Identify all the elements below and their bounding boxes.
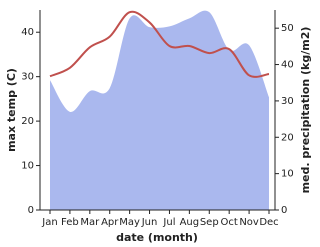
y2-tick-label: 30 [281, 96, 294, 107]
y2-tick-label: 40 [281, 60, 294, 71]
y-axis-label: max temp (C) [5, 68, 18, 152]
y2-tick-label: 10 [281, 169, 294, 180]
x-tick-label: Jun [141, 217, 158, 228]
y-tick-label: 20 [21, 116, 34, 127]
y-tick-label: 0 [28, 205, 34, 216]
x-tick-label: Aug [180, 217, 200, 228]
y-tick-label: 30 [21, 72, 34, 83]
precipitation-area [50, 10, 269, 210]
x-tick-label: Sep [200, 217, 219, 228]
x-tick-label: Jan [41, 217, 57, 228]
y2-tick-label: 0 [281, 205, 287, 216]
y2-axis-label: med. precipitation (kg/m2) [299, 27, 312, 194]
x-tick-label: Dec [259, 217, 278, 228]
x-tick-label: Feb [61, 217, 79, 228]
x-tick-label: Jul [162, 217, 175, 228]
x-tick-label: Mar [80, 217, 100, 228]
x-tick-label: Oct [221, 217, 238, 228]
y2-tick-label: 20 [281, 132, 294, 143]
x-tick-label: Apr [101, 217, 119, 228]
x-tick-label: Nov [239, 217, 259, 228]
x-tick-label: May [119, 217, 140, 228]
x-axis-label: date (month) [116, 231, 198, 244]
y-tick-label: 40 [21, 27, 34, 38]
y2-tick-label: 50 [281, 23, 294, 34]
y-tick-label: 10 [21, 161, 34, 172]
temp-line [49, 10, 270, 78]
